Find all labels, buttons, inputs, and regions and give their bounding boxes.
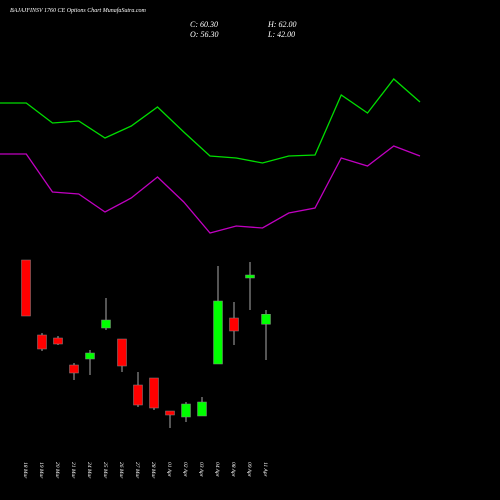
x-tick-label: 04 Apr: [214, 462, 221, 478]
chart-title: BAJAJFINSV 1760 CE Options Chart MunafaS…: [10, 7, 147, 14]
x-tick-label: 20 Mar: [54, 462, 60, 479]
candle-body: [117, 338, 127, 367]
stat-close: C: 60.30: [190, 20, 218, 29]
x-tick-label: 09 Apr: [246, 462, 252, 478]
x-tick-label: 01 Apr: [166, 462, 172, 478]
candle-body: [53, 337, 63, 345]
indicator-line: [0, 145, 421, 234]
candle-body: [133, 384, 143, 406]
indicator-line: [0, 78, 421, 164]
candle-body: [261, 314, 271, 325]
x-tick-label: 03 Apr: [198, 462, 204, 478]
stat-low: L: 42.00: [267, 30, 295, 39]
candle-body: [213, 300, 223, 365]
candle-body: [101, 319, 111, 329]
candle-body: [181, 403, 191, 418]
x-tick-label: 25 Mar: [102, 462, 108, 479]
stat-high: H: 62.00: [267, 20, 296, 29]
x-tick-label: 24 Mar: [86, 462, 93, 479]
x-tick-label: 18 Mar: [22, 462, 28, 479]
x-tick-label: 26 Mar: [118, 462, 124, 479]
candle-body: [69, 364, 79, 374]
x-tick-label: 28 Mar: [150, 462, 156, 479]
stat-open: O: 56.30: [190, 30, 218, 39]
x-tick-label: 27 Mar: [134, 462, 140, 479]
x-tick-label: 02 Apr: [182, 462, 188, 478]
candle-body: [85, 352, 95, 360]
x-tick-label: 08 Apr: [230, 462, 236, 478]
x-tick-label: 19 Mar: [38, 462, 44, 479]
candle-body: [37, 334, 47, 350]
x-tick-label: 11 Apr: [262, 462, 268, 477]
candle-body: [245, 274, 255, 279]
candle-body: [149, 377, 159, 409]
candle-body: [229, 317, 239, 332]
x-tick-label: 21 Mar: [70, 462, 76, 479]
candle-body: [197, 401, 207, 417]
candle-body: [21, 259, 31, 317]
candle-body: [165, 410, 175, 416]
